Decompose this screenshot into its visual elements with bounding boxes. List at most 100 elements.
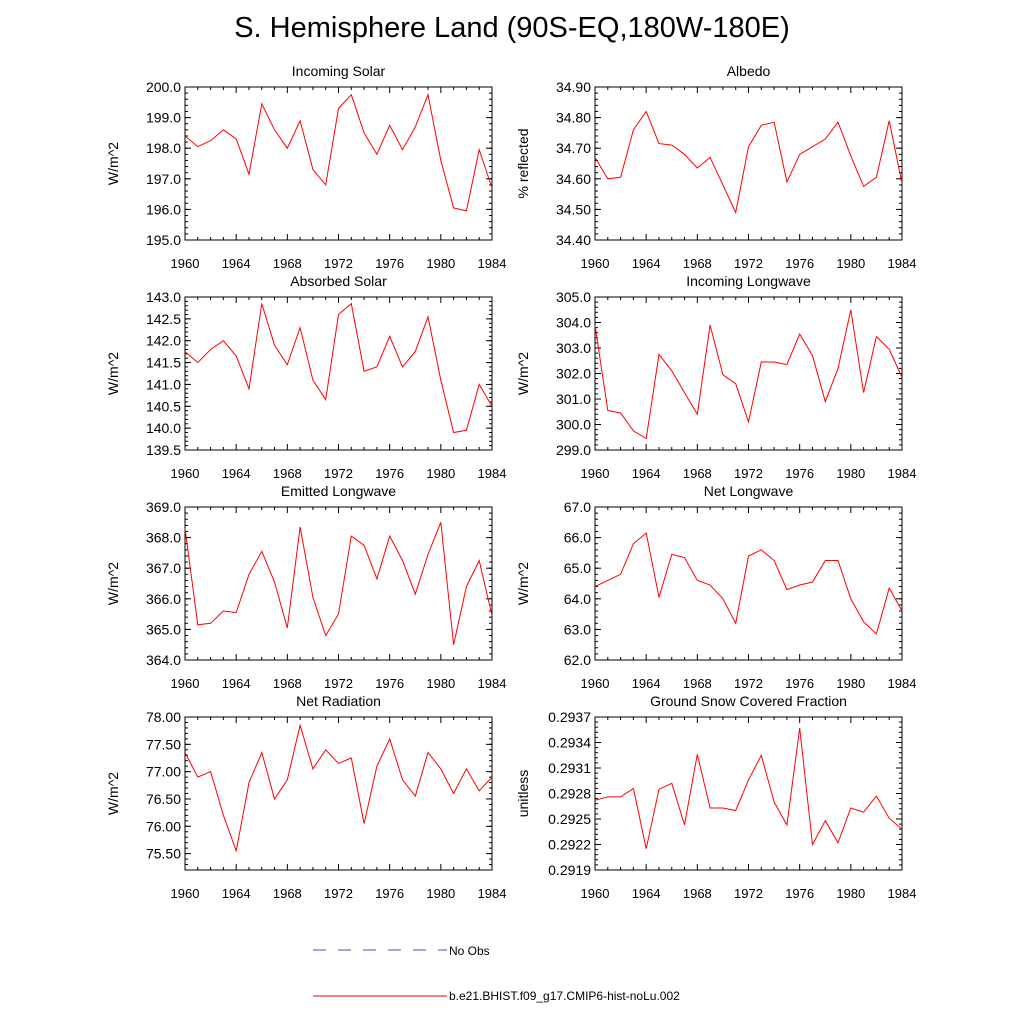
x-tick-label: 1980 xyxy=(836,256,865,271)
y-tick-label: 198.0 xyxy=(146,140,181,156)
x-tick-label: 1972 xyxy=(734,676,763,691)
x-tick-label: 1972 xyxy=(324,256,353,271)
x-tick-label: 1976 xyxy=(785,466,814,481)
y-tick-label: 34.40 xyxy=(556,232,591,248)
y-tick-label: 141.0 xyxy=(146,376,181,392)
series-line xyxy=(594,309,903,440)
plot-frame xyxy=(594,296,903,451)
series-line xyxy=(184,302,493,434)
y-tick-label: 199.0 xyxy=(146,110,181,126)
panel-8: Ground Snow Covered Fraction unitless 1960… xyxy=(515,693,916,901)
x-tick-label: 1980 xyxy=(426,676,455,691)
panel-title: Net Longwave xyxy=(704,483,794,499)
panel-title: Albedo xyxy=(727,63,771,79)
series-line xyxy=(594,532,903,635)
y-tick-label: 0.2925 xyxy=(548,811,591,827)
chart-panels: Incoming Solar W/m^2 1960 1964 1968 1972 1976 1… xyxy=(105,63,916,901)
series-line xyxy=(594,728,903,849)
x-tick-label: 1964 xyxy=(222,676,251,691)
y-tick-label: 142.0 xyxy=(146,333,181,349)
x-tick-label: 1984 xyxy=(888,886,917,901)
y-tick-label: 0.2937 xyxy=(548,709,591,725)
x-tick-label: 1976 xyxy=(375,256,404,271)
y-tick-label: 142.5 xyxy=(146,311,181,327)
y-tick-label: 64.0 xyxy=(564,591,591,607)
x-tick-label: 1960 xyxy=(581,886,610,901)
legend: No Obs b.e21.BHIST.f09_g17.CMIP6-hist-no… xyxy=(313,944,680,1003)
x-tick-label: 1976 xyxy=(785,676,814,691)
y-tick-label: 77.00 xyxy=(146,764,181,780)
x-tick-label: 1984 xyxy=(478,256,507,271)
plot-frame xyxy=(594,506,903,661)
x-tick-label: 1972 xyxy=(734,886,763,901)
y-tick-label: 366.0 xyxy=(146,591,181,607)
y-tick-label: 197.0 xyxy=(146,171,181,187)
panel-2: Albedo % reflected 1960 1964 1968 1972 1976 198… xyxy=(515,63,916,271)
x-tick-label: 1968 xyxy=(273,466,302,481)
y-tick-label: 77.50 xyxy=(146,736,181,752)
y-tick-label: 62.0 xyxy=(564,652,591,668)
y-tick-label: 303.0 xyxy=(556,340,591,356)
legend-model-label: b.e21.BHIST.f09_g17.CMIP6-hist-noLu.002 xyxy=(449,989,680,1003)
y-tick-label: 302.0 xyxy=(556,366,591,382)
panel-title: Incoming Longwave xyxy=(686,273,811,289)
y-tick-label: 368.0 xyxy=(146,530,181,546)
y-axis-label: W/m^2 xyxy=(515,562,531,605)
y-tick-label: 0.2928 xyxy=(548,786,591,802)
x-tick-label: 1964 xyxy=(632,256,661,271)
x-tick-label: 1980 xyxy=(836,466,865,481)
x-tick-label: 1984 xyxy=(478,466,507,481)
panel-4: Incoming Longwave W/m^2 1960 1964 1968 1972 19… xyxy=(515,273,916,481)
y-tick-label: 34.70 xyxy=(556,140,591,156)
y-tick-label: 0.2934 xyxy=(548,735,591,751)
y-tick-label: 304.0 xyxy=(556,315,591,331)
y-tick-label: 300.0 xyxy=(556,417,591,433)
x-tick-label: 1960 xyxy=(581,256,610,271)
x-tick-label: 1968 xyxy=(273,886,302,901)
y-tick-label: 200.0 xyxy=(146,79,181,95)
panel-title: Absorbed Solar xyxy=(290,273,387,289)
y-axis-label: % reflected xyxy=(515,128,531,198)
y-axis-label: W/m^2 xyxy=(105,772,121,815)
x-tick-label: 1968 xyxy=(683,466,712,481)
y-tick-label: 369.0 xyxy=(146,499,181,515)
x-tick-label: 1976 xyxy=(785,256,814,271)
x-tick-label: 1972 xyxy=(734,256,763,271)
y-tick-label: 299.0 xyxy=(556,442,591,458)
y-tick-label: 75.50 xyxy=(146,846,181,862)
x-tick-label: 1984 xyxy=(478,676,507,691)
x-tick-label: 1984 xyxy=(888,466,917,481)
x-tick-label: 1968 xyxy=(683,886,712,901)
y-tick-label: 66.0 xyxy=(564,530,591,546)
panel-7: Net Radiation W/m^2 1960 1964 1968 1972 1976 19… xyxy=(105,693,506,901)
x-tick-label: 1960 xyxy=(171,886,200,901)
panel-title: Ground Snow Covered Fraction xyxy=(650,693,847,709)
x-tick-label: 1976 xyxy=(375,466,404,481)
y-tick-label: 305.0 xyxy=(556,289,591,305)
x-tick-label: 1964 xyxy=(632,886,661,901)
series-line xyxy=(184,92,493,212)
y-tick-label: 63.0 xyxy=(564,621,591,637)
x-tick-label: 1976 xyxy=(785,886,814,901)
y-axis-label: unitless xyxy=(515,770,531,817)
panel-title: Incoming Solar xyxy=(292,63,386,79)
x-tick-label: 1984 xyxy=(888,676,917,691)
legend-obs-label: No Obs xyxy=(449,944,490,958)
x-tick-label: 1980 xyxy=(426,886,455,901)
y-tick-label: 139.5 xyxy=(146,442,181,458)
x-tick-label: 1960 xyxy=(581,466,610,481)
panel-5: Emitted Longwave W/m^2 1960 1964 1968 1972 197… xyxy=(105,483,506,691)
y-tick-label: 34.80 xyxy=(556,110,591,126)
y-tick-label: 0.2922 xyxy=(548,837,591,853)
y-axis-label: W/m^2 xyxy=(515,352,531,395)
panel-6: Net Longwave W/m^2 1960 1964 1968 1972 1976 198… xyxy=(515,483,916,691)
y-axis-label: W/m^2 xyxy=(105,562,121,605)
x-tick-label: 1968 xyxy=(683,676,712,691)
y-tick-label: 195.0 xyxy=(146,232,181,248)
x-tick-label: 1980 xyxy=(836,886,865,901)
x-tick-label: 1980 xyxy=(836,676,865,691)
y-tick-label: 34.60 xyxy=(556,171,591,187)
x-tick-label: 1976 xyxy=(375,676,404,691)
x-tick-label: 1968 xyxy=(273,676,302,691)
panel-title: Net Radiation xyxy=(296,693,381,709)
